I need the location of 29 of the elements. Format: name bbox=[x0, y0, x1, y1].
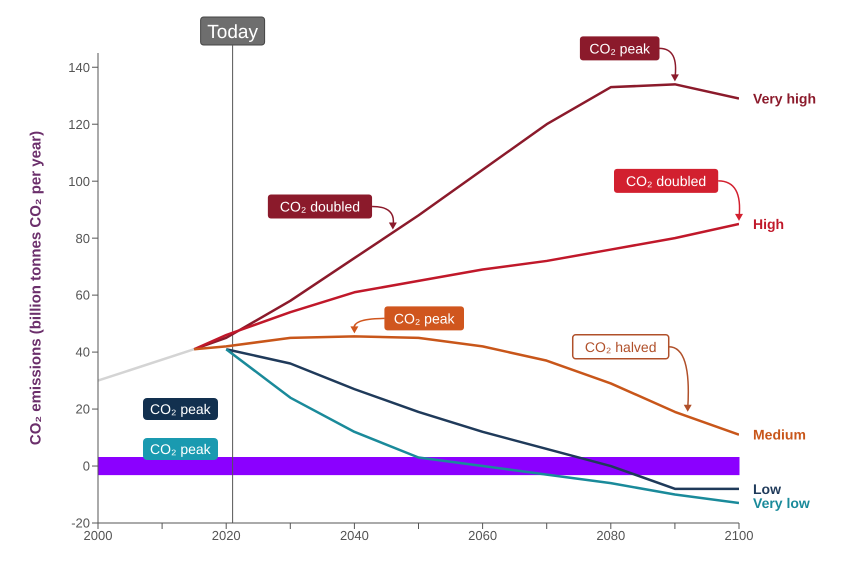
annotation: CO₂ peak bbox=[143, 398, 218, 420]
annotation: CO₂ peak bbox=[589, 40, 652, 56]
x-tick-label: 2060 bbox=[468, 528, 498, 544]
y-tick-label: 60 bbox=[76, 288, 90, 303]
ref-line-label: Today bbox=[207, 22, 258, 43]
x-tick-label: 2020 bbox=[212, 528, 241, 544]
series-label: Medium bbox=[753, 426, 806, 443]
y-tick-label: 80 bbox=[76, 230, 90, 246]
x-tick-label: 2080 bbox=[596, 528, 626, 544]
x-tick-label: 2100 bbox=[724, 528, 754, 544]
annotation: CO₂ doubled bbox=[280, 198, 360, 214]
series-label: High bbox=[753, 216, 784, 232]
x-tick-label: 2000 bbox=[84, 528, 112, 544]
annotation: CO₂ peak bbox=[394, 310, 456, 326]
x-tick-label: 2040 bbox=[340, 528, 369, 544]
y-tick-label: -20 bbox=[71, 516, 90, 531]
annotation: CO₂ peak bbox=[143, 438, 218, 460]
y-tick-label: 120 bbox=[68, 116, 90, 132]
y-axis-title: CO₂ emissions (billion tonnes CO₂ per year) bbox=[27, 130, 44, 446]
y-tick-label: 20 bbox=[76, 402, 90, 417]
series-label: Very low bbox=[753, 495, 810, 512]
y-tick-label: 40 bbox=[76, 344, 90, 360]
y-tick-label: 0 bbox=[82, 458, 90, 474]
y-tick-label: 100 bbox=[68, 174, 90, 189]
annotation: CO₂ halved bbox=[584, 338, 657, 355]
series-label: Very high bbox=[753, 90, 816, 107]
annotation: CO₂ doubled bbox=[626, 172, 706, 189]
y-tick-label: 140 bbox=[68, 60, 90, 75]
series-label: Low bbox=[753, 480, 782, 497]
